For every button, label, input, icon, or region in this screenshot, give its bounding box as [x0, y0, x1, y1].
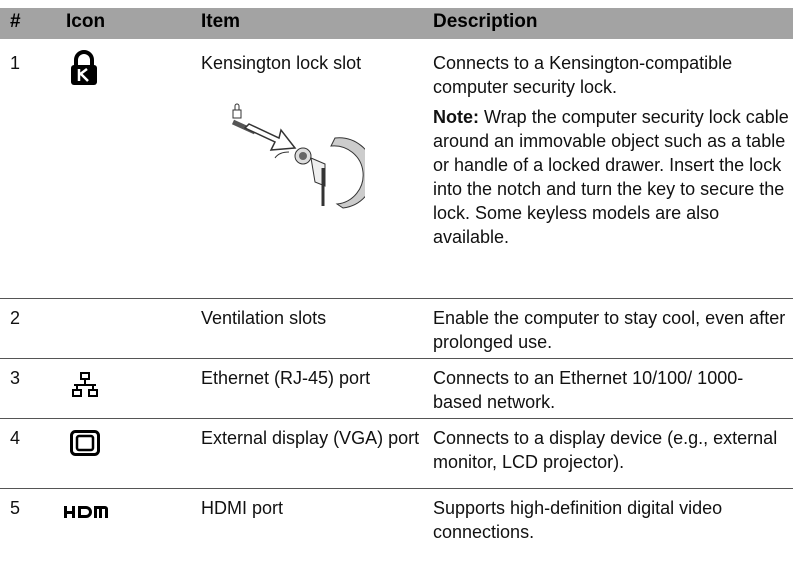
item-name: Kensington lock slot — [201, 53, 362, 73]
ethernet-icon — [72, 372, 98, 397]
row-number: 5 — [10, 498, 21, 518]
kensington-icon — [71, 50, 97, 85]
lock-illustration — [231, 103, 365, 209]
row-description: Connects to a display device (e.g., exte… — [433, 428, 778, 472]
item-name: Ventilation slots — [201, 308, 327, 328]
row-number: 1 — [10, 53, 21, 73]
note-label: Note: — [433, 107, 479, 127]
row-description: Connects to an Ethernet 10/100/ 1000-bas… — [433, 368, 744, 412]
row-description: Supports high-definition digital video c… — [433, 498, 723, 542]
column-header: Item — [201, 11, 241, 32]
row-divider — [0, 488, 793, 489]
note: Note: Wrap the computer security lock ca… — [433, 105, 789, 249]
column-header: Description — [433, 11, 538, 32]
description-text: Connects to a Kensington-compatible comp… — [433, 53, 733, 97]
row-divider — [0, 358, 793, 359]
column-header: Icon — [66, 11, 106, 32]
item-name: External display (VGA) port — [201, 428, 420, 448]
hdmi-icon — [64, 506, 108, 518]
header-row — [0, 8, 793, 39]
column-header: # — [10, 11, 21, 32]
row-number: 3 — [10, 368, 21, 388]
row-number: 4 — [10, 428, 21, 448]
vga-icon — [70, 430, 100, 456]
item-name: Ethernet (RJ-45) port — [201, 368, 371, 388]
row-description: Connects to a Kensington-compatible comp… — [433, 51, 789, 249]
row-number: 2 — [10, 308, 21, 328]
item-name: HDMI port — [201, 498, 284, 518]
row-description: Enable the computer to stay cool, even a… — [433, 308, 786, 352]
note-text: Wrap the computer security lock cable ar… — [433, 107, 789, 247]
row-divider — [0, 418, 793, 419]
row-divider — [0, 298, 793, 299]
